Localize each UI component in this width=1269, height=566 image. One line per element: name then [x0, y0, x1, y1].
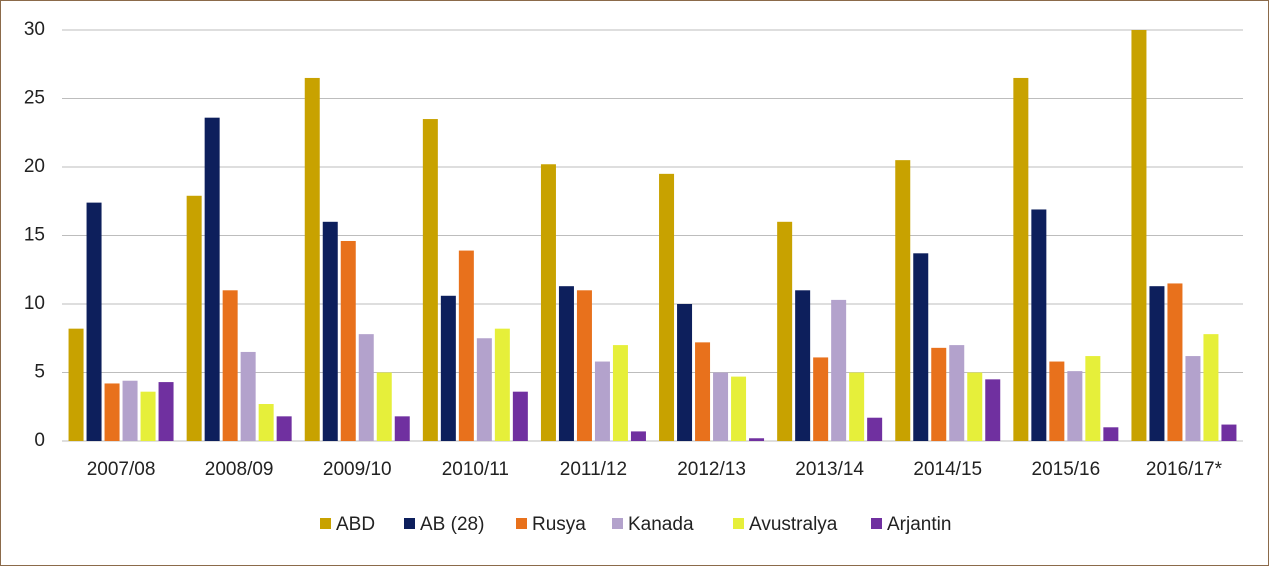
- x-tick-label: 2010/11: [442, 459, 509, 480]
- bar: [677, 304, 693, 441]
- x-tick-label: 2016/17*: [1146, 459, 1223, 480]
- bar: [422, 119, 438, 442]
- y-tick-label: 30: [24, 19, 45, 40]
- bar: [895, 160, 911, 441]
- bar: [304, 77, 320, 441]
- y-tick-label: 0: [34, 430, 45, 451]
- bar: [1131, 30, 1147, 441]
- bar: [630, 431, 646, 441]
- bar: [186, 195, 202, 441]
- bar: [749, 438, 765, 441]
- legend-label: Rusya: [532, 514, 586, 535]
- bar: [376, 372, 392, 441]
- x-tick-label: 2014/15: [913, 459, 982, 480]
- x-tick-label: 2011/12: [560, 459, 627, 480]
- bar: [1013, 77, 1029, 441]
- bar: [440, 295, 456, 441]
- bar: [340, 240, 356, 441]
- bar: [558, 286, 574, 441]
- bar: [813, 357, 829, 441]
- bar: [831, 299, 847, 441]
- y-tick-label: 5: [34, 362, 45, 383]
- x-tick-label: 2013/14: [795, 459, 864, 480]
- y-tick-label: 15: [24, 225, 45, 246]
- bar: [576, 290, 592, 441]
- bar: [985, 379, 1001, 441]
- bar: [795, 290, 811, 441]
- bar: [358, 334, 374, 441]
- bar: [867, 417, 883, 441]
- bar: [540, 164, 556, 441]
- y-tick-label: 25: [24, 88, 45, 109]
- legend-label: ABD: [336, 514, 375, 535]
- bar: [258, 404, 274, 441]
- bar: [849, 372, 865, 441]
- x-tick-label: 2007/08: [87, 459, 156, 480]
- legend-swatch: [516, 518, 527, 529]
- bar: [1031, 209, 1047, 441]
- legend-label: Arjantin: [887, 514, 951, 535]
- legend-label: Avustralya: [749, 514, 838, 535]
- bar: [713, 372, 729, 441]
- bar: [612, 345, 628, 441]
- bar: [240, 351, 256, 441]
- bar: [777, 221, 793, 441]
- bar: [140, 391, 156, 441]
- bar: [594, 361, 610, 441]
- y-tick-label: 20: [24, 156, 45, 177]
- bar: [1203, 334, 1219, 441]
- bar: [476, 338, 492, 441]
- legend-swatch: [320, 518, 331, 529]
- bar: [394, 416, 410, 441]
- bar: [68, 328, 84, 441]
- legend-label: AB (28): [420, 514, 484, 535]
- bar: [949, 345, 965, 441]
- bar: [1149, 286, 1165, 441]
- bar: [1185, 356, 1201, 441]
- x-tick-label: 2008/09: [205, 459, 274, 480]
- bar: [931, 347, 947, 441]
- legend-swatch: [733, 518, 744, 529]
- bar: [1167, 283, 1183, 441]
- legend-label: Kanada: [628, 514, 694, 535]
- legend-swatch: [612, 518, 623, 529]
- bar: [695, 342, 711, 441]
- bar: [122, 380, 138, 441]
- bar: [913, 253, 929, 441]
- bar: [494, 328, 510, 441]
- bar: [204, 117, 220, 442]
- bar: [512, 391, 528, 441]
- bar: [659, 173, 675, 441]
- bar: [458, 250, 474, 441]
- legend-swatch: [404, 518, 415, 529]
- legend-swatch: [871, 518, 882, 529]
- bar: [967, 372, 983, 441]
- y-tick-label: 10: [24, 293, 45, 314]
- x-tick-label: 2012/13: [677, 459, 746, 480]
- bar: [1067, 371, 1083, 441]
- bar: [276, 416, 292, 441]
- bar: [158, 382, 174, 441]
- bar: [86, 202, 102, 441]
- bar: [731, 376, 747, 441]
- bar: [1085, 356, 1101, 441]
- x-tick-label: 2009/10: [323, 459, 392, 480]
- x-tick-label: 2015/16: [1032, 459, 1101, 480]
- bar: [322, 221, 338, 441]
- bar: [1049, 361, 1065, 441]
- bar: [222, 290, 238, 441]
- bar: [1221, 424, 1237, 441]
- bar: [104, 383, 120, 441]
- bar: [1103, 427, 1119, 441]
